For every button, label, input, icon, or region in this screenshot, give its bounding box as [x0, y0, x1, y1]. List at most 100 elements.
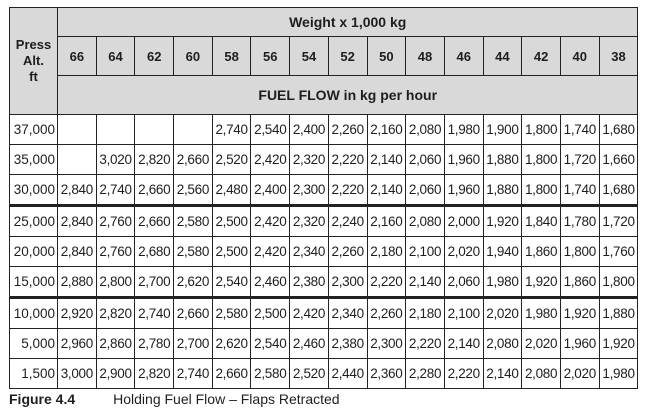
table-row: 30,000 2,840 2,740 2,660 2,560 2,480 2,400 2,30…	[9, 174, 639, 206]
fuel-flow-cell: 2,900	[95, 358, 136, 389]
fuel-flow-cell: 2,540	[250, 328, 291, 359]
fuel-flow-cell: 2,380	[289, 266, 329, 298]
table-row: 35,000 3,020 2,820 2,660 2,520 2,420 2,320 2,22…	[9, 144, 639, 175]
fuel-flow-cell: 2,680	[134, 236, 175, 267]
fuel-flow-cell: 2,080	[405, 204, 445, 237]
fuel-flow-cell: 2,500	[250, 296, 291, 329]
fuel-flow-cell: 2,220	[366, 266, 407, 298]
fuel-flow-cell: 2,460	[289, 328, 329, 359]
weight-header-cell: 42	[521, 36, 561, 76]
fuel-flow-cell: 2,740	[95, 174, 136, 206]
fuel-flow-cell: 1,960	[559, 328, 600, 359]
fuel-flow-cell: 2,480	[211, 174, 252, 206]
fuel-flow-cell: 2,340	[289, 236, 329, 267]
fuel-flow-cell: 2,580	[173, 236, 213, 267]
table-row: 1,500 3,000 2,900 2,820 2,740 2,660 2,580 2,520…	[9, 358, 639, 389]
fuel-flow-cell: 2,100	[405, 236, 445, 267]
fuel-flow-cell: 2,880	[57, 266, 97, 298]
fuel-flow-cell: 2,060	[405, 144, 445, 175]
fuel-flow-body: 37,000 2,740 2,540 2,400 2,260 2,160 2,080 1,98…	[9, 114, 639, 389]
fuel-flow-cell: 2,140	[366, 144, 407, 175]
weight-header-cell: 54	[289, 36, 329, 76]
altitude-cell: 15,000	[9, 266, 58, 298]
fuel-flow-cell: 2,580	[173, 204, 213, 237]
fuel-flow-cell: 2,080	[405, 114, 445, 145]
fuel-flow-cell: 2,360	[366, 358, 407, 389]
fuel-flow-cell: 1,800	[521, 174, 561, 206]
fuel-flow-cell: 1,720	[598, 204, 639, 237]
fuel-flow-cell: 2,320	[289, 204, 329, 237]
fuel-flow-cell: 2,660	[134, 204, 175, 237]
fuel-flow-cell: 1,800	[521, 114, 561, 145]
fuel-flow-cell: 1,680	[598, 174, 639, 206]
fuel-flow-cell: 1,680	[598, 114, 639, 145]
altitude-cell: 30,000	[9, 174, 58, 206]
fuel-flow-cell: 2,440	[327, 358, 368, 389]
fuel-flow-cell: 2,700	[134, 266, 175, 298]
altitude-cell: 25,000	[9, 204, 58, 237]
fuel-flow-cell: 2,580	[211, 296, 252, 329]
fuel-flow-cell: 2,100	[443, 296, 484, 329]
fuel-flow-cell: 2,920	[57, 296, 97, 329]
alt-label-line1: Press	[15, 37, 52, 52]
fuel-flow-cell: 2,340	[327, 296, 368, 329]
fuel-flow-cell: 1,840	[521, 204, 561, 237]
weight-header-cell: 44	[482, 36, 523, 76]
table-row: 37,000 2,740 2,540 2,400 2,260 2,160 2,080 1,98…	[9, 114, 639, 145]
weight-header-cell: 52	[327, 36, 368, 76]
weight-header-cell: 64	[95, 36, 136, 76]
fuel-flow-cell: 2,740	[211, 114, 252, 145]
fuel-flow-cell: 2,780	[134, 328, 175, 359]
fuel-flow-cell: 1,880	[482, 174, 523, 206]
fuel-flow-cell: 1,800	[559, 236, 600, 267]
pressure-altitude-header: Press Alt. ft	[9, 7, 58, 115]
weight-header-cell: 66	[57, 36, 97, 76]
fuel-flow-cell: 2,180	[366, 236, 407, 267]
fuel-flow-cell: 2,620	[173, 266, 213, 298]
table-row: 20,000 2,840 2,760 2,680 2,580 2,500 2,420 2,34…	[9, 236, 639, 267]
fuel-flow-cell	[134, 114, 175, 145]
fuel-flow-cell: 1,960	[443, 144, 484, 175]
fuel-flow-cell: 1,920	[521, 266, 561, 298]
fuel-flow-cell: 2,140	[366, 174, 407, 206]
fuel-flow-cell: 1,920	[559, 296, 600, 329]
fuel-flow-cell: 1,920	[598, 328, 639, 359]
fuel-flow-cell: 2,140	[405, 266, 445, 298]
fuel-flow-cell: 1,940	[482, 236, 523, 267]
alt-label-line3: ft	[29, 69, 38, 84]
fuel-flow-cell: 2,740	[173, 358, 213, 389]
fuel-flow-cell: 2,820	[134, 144, 175, 175]
fuel-flow-cell: 2,540	[211, 266, 252, 298]
fuel-flow-cell: 2,700	[173, 328, 213, 359]
altitude-cell: 20,000	[9, 236, 58, 267]
weight-header-cell: 38	[598, 36, 639, 76]
fuel-flow-cell: 2,560	[173, 174, 213, 206]
fuel-flow-cell: 2,660	[173, 144, 213, 175]
fuel-flow-cell: 1,980	[443, 114, 484, 145]
fuel-flow-cell: 2,220	[327, 144, 368, 175]
fuel-flow-cell: 1,780	[559, 204, 600, 237]
fuel-flow-cell: 2,300	[327, 266, 368, 298]
table-row: 25,000 2,840 2,760 2,660 2,580 2,500 2,420 2,32…	[9, 204, 639, 237]
fuel-flow-cell: 2,660	[173, 296, 213, 329]
fuel-flow-cell: 2,400	[289, 114, 329, 145]
table-row: 15,000 2,880 2,800 2,700 2,620 2,540 2,460 2,38…	[9, 266, 639, 298]
fuel-flow-cell: 2,760	[95, 236, 136, 267]
fuel-flow-cell: 2,840	[57, 236, 97, 267]
fuel-flow-cell: 2,060	[443, 266, 484, 298]
fuel-flow-cell: 2,160	[366, 114, 407, 145]
fuel-flow-page: Press Alt. ft Weight x 1,000 kg 66 64 62 60…	[9, 7, 639, 390]
fuel-flow-cell: 2,500	[211, 236, 252, 267]
fuel-flow-title: FUEL FLOW in kg per hour	[56, 75, 639, 115]
fuel-flow-cell: 2,300	[289, 174, 329, 206]
fuel-flow-cell: 1,920	[482, 204, 523, 237]
fuel-flow-cell: 2,300	[366, 328, 407, 359]
altitude-cell: 5,000	[9, 328, 58, 359]
weight-header-cell: 60	[173, 36, 213, 76]
fuel-flow-cell: 2,520	[289, 358, 329, 389]
fuel-flow-cell: 2,840	[57, 174, 97, 206]
fuel-flow-cell: 2,860	[95, 328, 136, 359]
altitude-cell: 1,500	[9, 358, 58, 389]
fuel-flow-cell: 2,220	[405, 328, 445, 359]
fuel-flow-cell	[57, 144, 97, 175]
